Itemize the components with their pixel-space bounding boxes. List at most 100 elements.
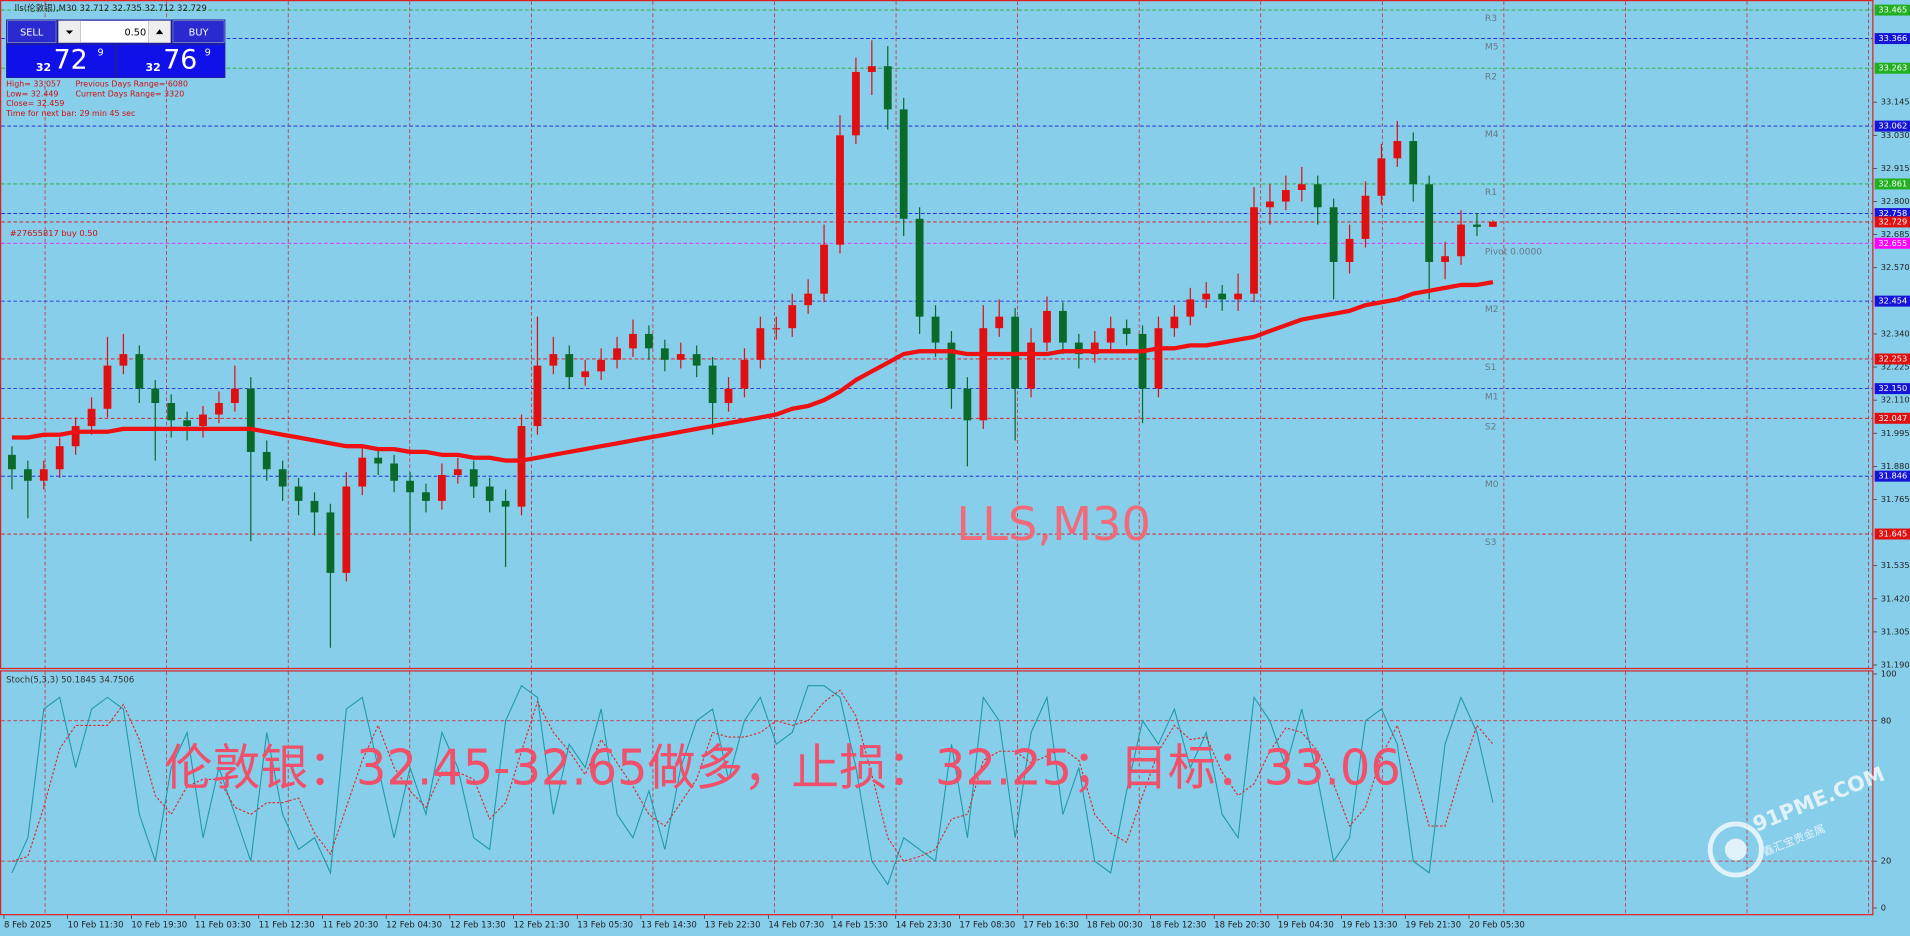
moving-average bbox=[11, 280, 1494, 463]
x-tick-label: 18 Feb 12:30 bbox=[1151, 921, 1207, 931]
x-tick-label: 19 Feb 04:30 bbox=[1278, 921, 1334, 931]
candle-body bbox=[613, 348, 621, 360]
x-tick-label: 14 Feb 07:30 bbox=[768, 921, 824, 931]
candle-body bbox=[390, 463, 399, 481]
candle-body bbox=[995, 316, 1004, 329]
candle-body bbox=[836, 135, 844, 245]
candle-body bbox=[119, 354, 128, 366]
level-name: S1 bbox=[1485, 363, 1497, 373]
buy-label[interactable]: BUY bbox=[189, 27, 209, 38]
level-name: Pivot 0.0000 bbox=[1485, 247, 1542, 257]
candle-body bbox=[772, 328, 781, 330]
bid-box[interactable] bbox=[7, 45, 115, 77]
y-tick-label: 31.190 bbox=[1881, 659, 1910, 669]
y-tick-label: 32.340 bbox=[1881, 328, 1910, 338]
candle-body bbox=[788, 305, 797, 329]
level-name: M1 bbox=[1485, 393, 1499, 403]
level-price-box bbox=[1874, 470, 1910, 482]
stoch-panel-border bbox=[0, 670, 1874, 916]
level-name: R1 bbox=[1485, 188, 1497, 198]
level-name: M4 bbox=[1485, 130, 1499, 140]
candle-body bbox=[469, 469, 478, 487]
x-tick-label: 19 Feb 21:30 bbox=[1405, 921, 1461, 931]
candle-body bbox=[867, 66, 876, 72]
x-tick-label: 12 Feb 04:30 bbox=[386, 921, 442, 931]
candle-body bbox=[1297, 184, 1306, 190]
level-price: 32.253 bbox=[1878, 353, 1907, 363]
candle-body bbox=[278, 469, 287, 487]
candle-body bbox=[1409, 141, 1418, 185]
level-price-box bbox=[1874, 120, 1910, 132]
candle-body bbox=[1266, 201, 1274, 208]
candle-body bbox=[1329, 207, 1338, 262]
y-tick-label: 0 bbox=[1881, 902, 1886, 912]
y-tick-label: 33.145 bbox=[1881, 97, 1910, 107]
candle-body bbox=[183, 420, 192, 427]
candle-body bbox=[883, 66, 892, 110]
level-price: 32.454 bbox=[1878, 296, 1907, 306]
level-price: 32.655 bbox=[1878, 238, 1907, 248]
level-name: S2 bbox=[1485, 422, 1497, 432]
candle-body bbox=[103, 365, 112, 409]
level-price-box bbox=[1874, 528, 1910, 540]
x-tick-label: 13 Feb 14:30 bbox=[641, 921, 697, 931]
candle-body bbox=[485, 486, 494, 501]
info-high: High= 33.057 bbox=[6, 80, 61, 89]
x-tick-label: 14 Feb 15:30 bbox=[832, 921, 888, 931]
lots-value[interactable]: 0.50 bbox=[124, 27, 146, 38]
ask-small: 9 bbox=[205, 47, 211, 58]
y-tick-label: 100 bbox=[1881, 668, 1897, 678]
candle-body bbox=[931, 316, 940, 343]
y-tick-label: 32.800 bbox=[1881, 196, 1910, 206]
sell-label[interactable]: SELL bbox=[20, 27, 44, 38]
candle-body bbox=[1345, 238, 1354, 262]
x-tick-label: 17 Feb 08:30 bbox=[959, 921, 1015, 931]
level-price-box bbox=[1874, 208, 1910, 220]
x-tick-label: 11 Feb 12:30 bbox=[259, 921, 315, 931]
logo-ring bbox=[1707, 821, 1764, 878]
candle-body bbox=[1425, 184, 1434, 262]
candle-body bbox=[820, 244, 828, 294]
y-tick-label: 32.685 bbox=[1881, 229, 1910, 239]
x-tick-label: 18 Feb 20:30 bbox=[1214, 921, 1270, 931]
x-tick-label: 13 Feb 22:30 bbox=[705, 921, 761, 931]
up-arrow bbox=[155, 29, 164, 35]
level-price: 31.846 bbox=[1878, 471, 1907, 481]
candle-body bbox=[406, 480, 414, 493]
candle-body bbox=[199, 414, 207, 427]
candle-body bbox=[692, 354, 701, 366]
y-tick-label: 32.570 bbox=[1881, 262, 1910, 272]
ask-box[interactable] bbox=[116, 45, 225, 77]
candle-body bbox=[453, 469, 462, 475]
x-tick-label: 11 Feb 03:30 bbox=[195, 921, 251, 931]
candle-body bbox=[852, 71, 860, 136]
level-price-box bbox=[1874, 33, 1910, 45]
level-price: 33.465 bbox=[1878, 5, 1907, 15]
symbol-header: lls(伦敦银),M30 32.712 32.735 32.712 32.729 bbox=[15, 3, 207, 14]
lots-box[interactable] bbox=[58, 20, 171, 43]
candle-body bbox=[1090, 342, 1099, 355]
candle-body bbox=[1250, 207, 1258, 294]
bid-small: 9 bbox=[97, 47, 103, 58]
buy-button[interactable] bbox=[172, 20, 225, 43]
stoch-signal bbox=[11, 689, 1494, 862]
candle-body bbox=[310, 500, 319, 513]
x-tick-label: 10 Feb 11:30 bbox=[68, 921, 124, 931]
candle-body bbox=[947, 342, 956, 389]
candle-body bbox=[215, 403, 223, 415]
level-price-box bbox=[1874, 178, 1910, 190]
sell-button[interactable] bbox=[7, 20, 57, 43]
candle-body bbox=[963, 388, 972, 421]
x-tick-label: 18 Feb 00:30 bbox=[1087, 921, 1143, 931]
candle-body bbox=[899, 109, 908, 219]
level-price: 32.758 bbox=[1878, 208, 1907, 218]
candle-body bbox=[1074, 342, 1083, 355]
candle-body bbox=[342, 486, 351, 573]
level-price-box bbox=[1874, 295, 1910, 307]
level-price: 32.861 bbox=[1878, 178, 1907, 188]
y-tick-label: 31.420 bbox=[1881, 593, 1910, 603]
stoch-label: Stoch(5,3,3) 50.1845 34.7506 bbox=[6, 676, 134, 686]
candle-body bbox=[374, 457, 383, 464]
